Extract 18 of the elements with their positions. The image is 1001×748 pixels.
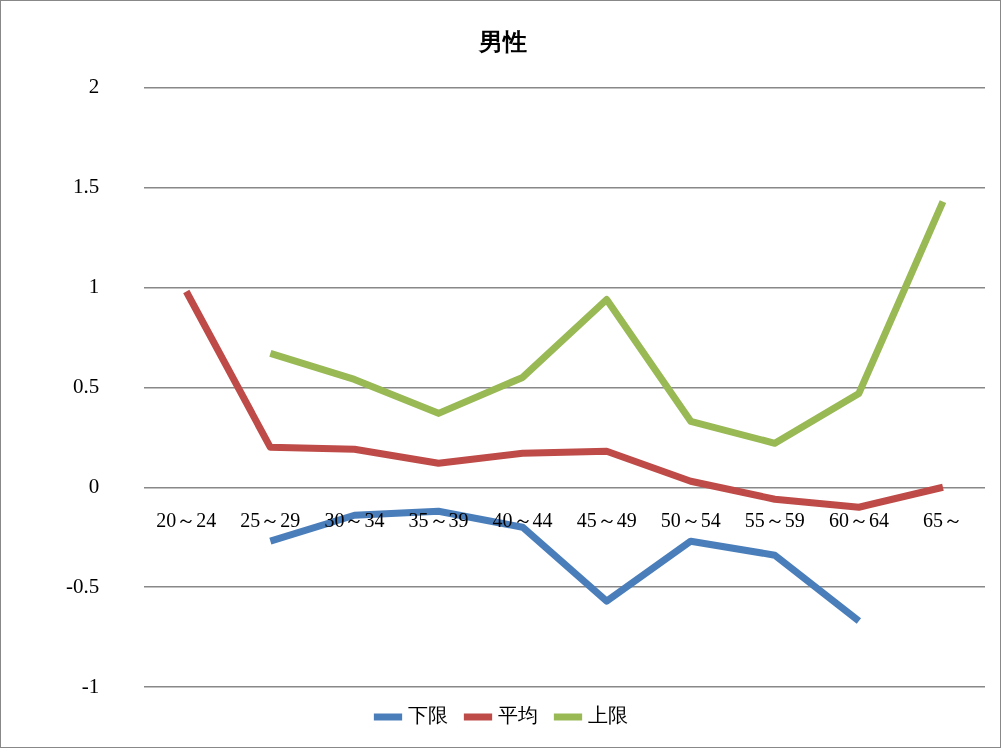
- x-tick-label: 55～59: [744, 508, 805, 531]
- legend-label: 上限: [588, 703, 628, 728]
- legend-label: 下限: [408, 703, 448, 728]
- x-tick-label: 45～49: [576, 508, 637, 531]
- x-tick-label: 60～64: [828, 508, 889, 531]
- x-tick-label: 65～: [922, 508, 963, 531]
- legend-label: 平均: [498, 703, 538, 728]
- y-tick-label: -0.5: [65, 573, 100, 598]
- y-tick-label: 0.5: [72, 373, 100, 398]
- y-tick-label: 1.5: [72, 174, 100, 199]
- y-tick-label: 1: [88, 274, 100, 299]
- y-tick-label: -1: [81, 673, 100, 698]
- x-tick-label: 25～29: [240, 508, 301, 531]
- y-tick-label: 2: [88, 74, 100, 99]
- x-tick-label: 20～24: [156, 508, 217, 531]
- y-tick-label: 0: [88, 473, 100, 498]
- x-tick-label: 50～54: [660, 508, 721, 531]
- chart-title: 男性: [478, 27, 527, 56]
